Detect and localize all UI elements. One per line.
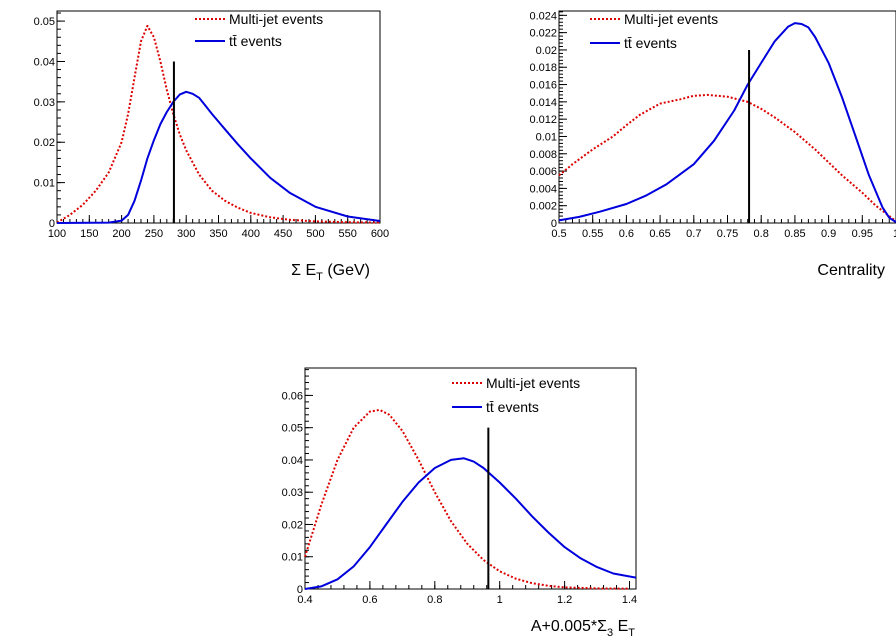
ttbar-series-line: [56, 90, 381, 224]
ttbar-series-line: [304, 457, 637, 590]
x-tick-label: 550: [339, 228, 357, 240]
y-tick-label: 0: [551, 218, 557, 230]
x-tick-label: 0.95: [852, 228, 873, 240]
y-tick-label: 0.006: [529, 166, 557, 178]
y-tick-label: 0.03: [282, 487, 303, 499]
multijet-series-line: [558, 93, 896, 223]
x-axis-label: Σ ET (GeV): [291, 262, 370, 283]
x-axis-label-main: A+0.005*Σ: [531, 618, 607, 635]
legend-label: tt̄ events: [486, 399, 539, 415]
x-axis-label-tail: (GeV): [323, 262, 370, 279]
x-tick-label: 1.2: [557, 594, 572, 606]
x-tick-label: 0.9: [821, 228, 836, 240]
y-tick-label: 0.01: [34, 178, 55, 190]
x-tick-label: 250: [145, 228, 163, 240]
ttbar-series-line: [558, 22, 896, 223]
y-tick-label: 0.02: [536, 45, 557, 57]
x-tick-label: 0.6: [619, 228, 634, 240]
legend-label: tt̄ events: [229, 33, 282, 49]
plot-frame: [56, 10, 381, 224]
x-tick-label: 0.8: [427, 594, 442, 606]
x-tick-label: 1: [497, 594, 503, 606]
y-tick-label: 0.022: [529, 28, 557, 40]
y-tick-label: 0.024: [529, 10, 557, 22]
y-tick-label: 0.012: [529, 114, 557, 126]
y-tick-label: 0.018: [529, 62, 557, 74]
x-tick-label: 1.4: [622, 594, 637, 606]
y-tick-label: 0.01: [536, 131, 557, 143]
legend-label: Multi-jet events: [624, 11, 718, 27]
x-tick-label: 600: [371, 228, 389, 240]
x-axis-label: A+0.005*Σ3 ET: [531, 618, 635, 639]
legend-label: tt̄ events: [624, 35, 677, 51]
y-tick-label: 0.04: [34, 56, 55, 68]
x-tick-label: 350: [209, 228, 227, 240]
x-tick-label: 400: [242, 228, 260, 240]
x-tick-label: 0.55: [582, 228, 603, 240]
y-tick-label: 0.06: [282, 390, 303, 402]
multijet-series-line: [304, 408, 630, 590]
y-tick-label: 0.002: [529, 201, 557, 213]
x-tick-label: 0.85: [784, 228, 805, 240]
x-tick-label: 500: [306, 228, 324, 240]
y-tick-label: 0.016: [529, 80, 557, 92]
legend-label: Multi-jet events: [229, 11, 323, 27]
multijet-series-line: [56, 24, 381, 224]
x-tick-label: 0.75: [717, 228, 738, 240]
x-tick-label: 1: [893, 228, 896, 240]
x-tick-label: 450: [274, 228, 292, 240]
panel-centrality: 0.5 0.55 0.6 0.65 0.7 0.75 0.8 0.85 0.9 0.95 1 0 0.0…: [529, 10, 896, 279]
x-tick-label: 0.7: [686, 228, 701, 240]
x-tick-label: 0.5: [551, 228, 566, 240]
x-axis-label-main: Σ E: [291, 262, 316, 279]
y-tick-label: 0.01: [282, 552, 303, 564]
y-tick-label: 0.03: [34, 97, 55, 109]
y-tick-label: 0.05: [282, 423, 303, 435]
x-tick-label: 100: [48, 228, 66, 240]
x-tick-label: 300: [177, 228, 195, 240]
x-axis-label-mid: E: [613, 618, 628, 635]
x-tick-label: 200: [112, 228, 130, 240]
y-tick-label: 0: [297, 584, 303, 596]
x-tick-label: 0.8: [754, 228, 769, 240]
y-tick-label: 0.05: [34, 16, 55, 28]
y-tick-label: 0.008: [529, 149, 557, 161]
x-axis-label-sub: T: [628, 627, 635, 639]
plot-frame: [304, 367, 637, 590]
panel-combined: 0.4 0.6 0.8 1 1.2 1.4 0 0.01 0.02 0.03 0.04 0.05 0.0…: [282, 367, 637, 639]
y-tick-label: 0.014: [529, 97, 557, 109]
x-axis-label-sub: T: [316, 271, 323, 283]
legend-label: Multi-jet events: [486, 375, 580, 391]
y-tick-label: 0.02: [34, 137, 55, 149]
x-axis-label: Centrality: [817, 262, 885, 279]
y-tick-label: 0.02: [282, 519, 303, 531]
y-tick-label: 0: [49, 218, 55, 230]
y-tick-label: 0.004: [529, 183, 557, 195]
x-tick-label: 0.4: [297, 594, 312, 606]
panel-sum-et: 100 150 200 250 300 350 400 450 500 550 600 0 0.01 0.…: [34, 10, 389, 283]
x-axis-label-sub: 3: [607, 627, 613, 639]
x-tick-label: 0.6: [362, 594, 377, 606]
x-tick-label: 150: [80, 228, 98, 240]
y-tick-label: 0.04: [282, 455, 303, 467]
x-tick-label: 0.65: [649, 228, 670, 240]
